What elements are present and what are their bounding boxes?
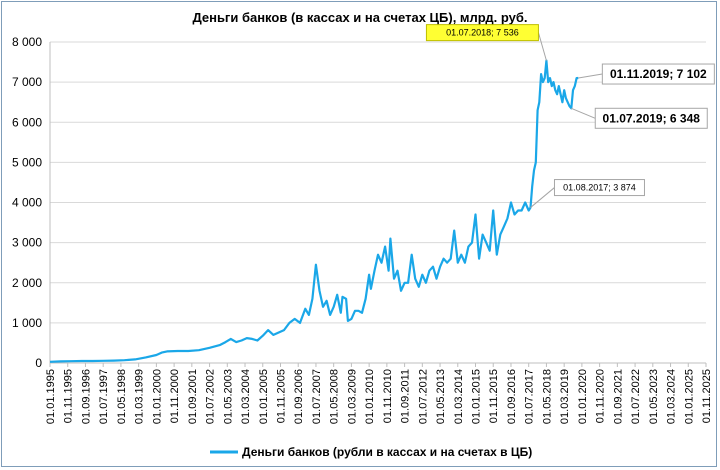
x-axis-ticks: 01.01.1995 01.11.1995 01.09.1996 01.07.1997… xyxy=(45,363,713,424)
x-tick-label: 01.05.1998 xyxy=(116,369,128,424)
x-tick-label: 01.11.2020 xyxy=(595,369,607,423)
x-tick-label: 01.07.2012 xyxy=(417,369,429,424)
y-tick-label: 0 xyxy=(35,356,42,370)
annotation-label: 01.08.2017; 3 874 xyxy=(563,183,636,193)
annotation-leader xyxy=(571,107,596,119)
annotation-callout: 01.07.2019; 6 348 xyxy=(571,107,708,129)
x-tick-label: 01.09.2001 xyxy=(187,369,199,424)
x-tick-label: 01.11.2005 xyxy=(275,369,287,423)
x-tick-label: 01.11.1995 xyxy=(63,369,75,423)
annotation-leader xyxy=(530,187,555,208)
x-tick-label: 01.07.2017 xyxy=(524,369,536,424)
y-tick-label: 5 000 xyxy=(12,155,42,169)
x-tick-label: 01.09.2021 xyxy=(612,369,624,424)
x-tick-label: 01.07.1997 xyxy=(98,369,110,424)
x-tick-label: 01.05.2008 xyxy=(329,369,341,424)
x-tick-label: 01.11.2010 xyxy=(382,369,394,423)
x-tick-label: 01.05.2013 xyxy=(435,369,447,424)
x-tick-label: 01.03.2004 xyxy=(240,369,252,424)
annotations: 01.07.2018; 7 536 01.11.2019; 7 102 01.07.… xyxy=(425,24,715,208)
annotation-callout: 01.11.2019; 7 102 xyxy=(578,63,715,85)
annotation-box xyxy=(594,107,708,129)
x-tick-label: 01.03.2024 xyxy=(666,369,678,424)
y-tick-label: 4 000 xyxy=(12,196,42,210)
x-tick-label: 01.09.2006 xyxy=(293,369,305,424)
y-tick-label: 6 000 xyxy=(12,115,42,129)
legend: Деньги банков (рубли в кассах и на счета… xyxy=(210,445,532,459)
x-tick-label: 01.09.1996 xyxy=(80,369,92,424)
x-tick-label: 01.11.2015 xyxy=(488,369,500,423)
x-tick-label: 01.05.2018 xyxy=(541,369,553,424)
y-axis-ticks: 0 1 000 2 000 3 000 4 000 5 000 6 000 7 000 8 00… xyxy=(12,35,42,370)
x-tick-label: 01.03.1999 xyxy=(134,369,146,424)
annotation-box xyxy=(425,24,539,42)
legend-label: Деньги банков (рубли в кассах и на счета… xyxy=(242,445,532,459)
chart-title: Деньги банков (в кассах и на счетах ЦБ),… xyxy=(192,10,527,25)
x-tick-label: 01.09.2016 xyxy=(506,369,518,424)
x-tick-label: 01.03.2009 xyxy=(346,369,358,424)
x-tick-label: 01.01.2015 xyxy=(471,369,483,424)
annotation-label: 01.11.2019; 7 102 xyxy=(610,67,707,81)
x-tick-label: 01.01.1995 xyxy=(45,369,57,424)
annotation-label: 01.07.2018; 7 536 xyxy=(446,28,519,38)
x-tick-label: 01.05.2023 xyxy=(648,369,660,424)
y-tick-label: 3 000 xyxy=(12,236,42,250)
x-tick-label: 01.11.2000 xyxy=(169,369,181,423)
x-tick-label: 01.07.2022 xyxy=(630,369,642,424)
x-tick-label: 01.03.2014 xyxy=(453,369,465,424)
x-tick-label: 01.05.2003 xyxy=(222,369,234,424)
x-tick-label: 01.03.2019 xyxy=(559,369,571,424)
series-layer xyxy=(49,59,579,363)
annotation-leader xyxy=(578,73,603,79)
x-tick-label: 01.01.2010 xyxy=(364,369,376,424)
y-tick-label: 2 000 xyxy=(12,276,42,290)
y-tick-label: 1 000 xyxy=(12,316,42,330)
annotation-box xyxy=(601,63,715,85)
x-tick-label: 01.07.2002 xyxy=(205,369,217,424)
x-tick-label: 01.01.2025 xyxy=(683,369,695,424)
y-tick-label: 7 000 xyxy=(12,75,42,89)
annotation-callout: 01.08.2017; 3 874 xyxy=(530,179,645,208)
annotation-callout: 01.07.2018; 7 536 xyxy=(425,24,547,61)
series-line xyxy=(49,59,579,363)
grid xyxy=(49,41,706,364)
x-tick-label: 01.01.2020 xyxy=(577,369,589,424)
x-tick-label: 01.09.2011 xyxy=(400,369,412,423)
annotation-label: 01.07.2019; 6 348 xyxy=(603,111,701,125)
annotation-leader xyxy=(537,32,547,61)
x-tick-label: 01.01.2005 xyxy=(258,369,270,424)
y-tick-label: 8 000 xyxy=(12,35,42,49)
x-tick-label: 01.01.2000 xyxy=(151,369,163,424)
x-tick-label: 01.11.2025 xyxy=(701,369,713,423)
x-tick-label: 01.07.2007 xyxy=(311,369,323,424)
annotation-box xyxy=(553,179,645,197)
